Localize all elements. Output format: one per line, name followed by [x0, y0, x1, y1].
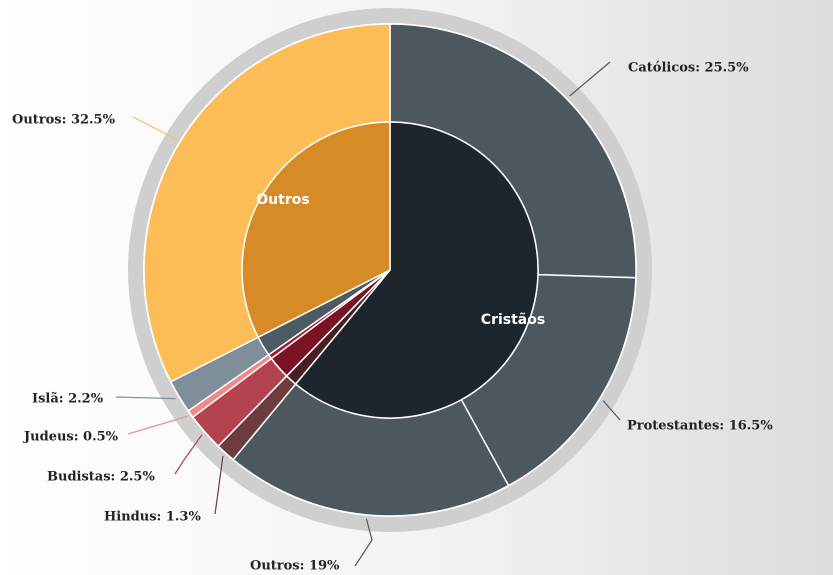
slice-label: Católicos: 25.5% [628, 61, 749, 76]
slice-label: Budistas: 2.5% [47, 470, 155, 485]
slice-label: Islã: 2.2% [32, 392, 104, 407]
inner-label: Cristãos [481, 312, 545, 328]
slice-label: Judeus: 0.5% [23, 430, 119, 445]
slice-label: Protestantes: 16.5% [627, 419, 773, 434]
inner-label: Outros [256, 192, 309, 208]
slice-label: Outros: 19% [250, 559, 340, 574]
page: {"chart_data": {"type": "sunburst", "out… [0, 0, 833, 575]
slice-label: Outros: 32.5% [12, 113, 116, 128]
slice-label: Hindus: 1.3% [104, 510, 201, 525]
chart: Católicos: 25.5% Protestantes: 16.5% Outro… [0, 0, 833, 575]
